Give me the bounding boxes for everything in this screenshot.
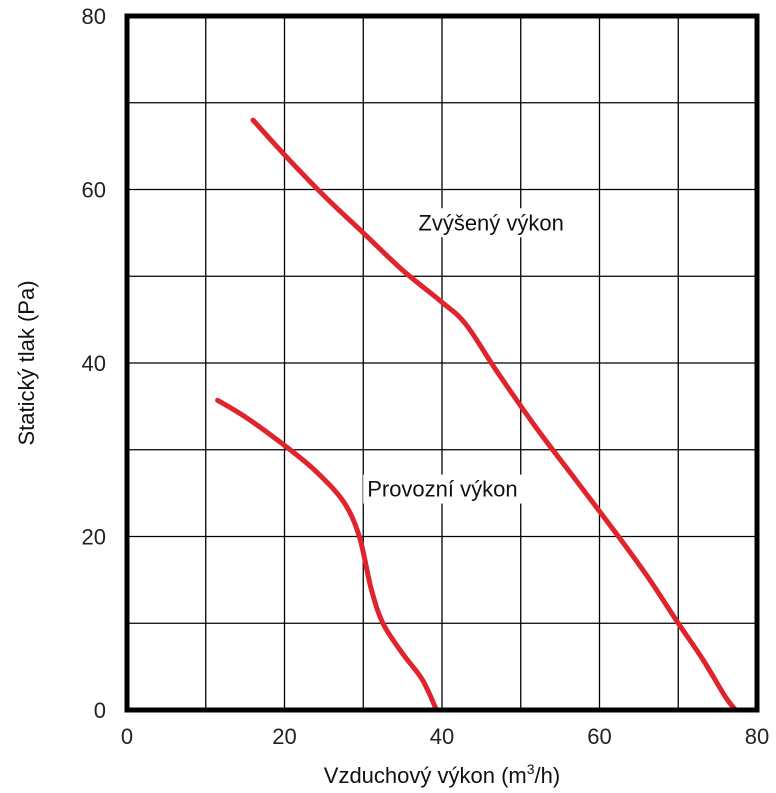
- y-tick-label: 40: [82, 351, 106, 376]
- y-tick-label: 20: [82, 525, 106, 550]
- curve-labels: Provozní výkon Zvýšený výkon: [363, 208, 568, 504]
- x-axis-title-prefix: Vzduchový výkon (m: [324, 763, 527, 788]
- y-axis-title: Statický tlak (Pa): [14, 280, 39, 445]
- x-axis-title-sup: 3: [527, 761, 535, 777]
- series-line-zvyseny: [250, 117, 739, 713]
- x-tick-label: 20: [272, 724, 296, 749]
- x-tick-label: 80: [745, 724, 769, 749]
- curve-label-zvyseny: Zvýšený výkon: [418, 210, 564, 235]
- grid: [127, 16, 757, 710]
- y-tick-label: 60: [82, 178, 106, 203]
- y-tick-label: 0: [94, 698, 106, 723]
- x-tick-label: 0: [121, 724, 133, 749]
- series-group: [215, 117, 739, 713]
- curve-label-background: [363, 474, 522, 504]
- curve-label-provozni: Provozní výkon: [367, 477, 517, 502]
- x-tick-labels: 0 20 40 60 80: [121, 724, 769, 749]
- series-line-provozni: [215, 397, 439, 713]
- plot-frame: [124, 13, 760, 713]
- x-axis-title: Vzduchový výkon (m3/h): [324, 761, 560, 788]
- x-tick-label: 60: [587, 724, 611, 749]
- y-tick-labels: 0 20 40 60 80: [82, 4, 106, 723]
- y-tick-label: 80: [82, 4, 106, 29]
- curve-label-background: [414, 208, 568, 238]
- x-tick-label: 40: [430, 724, 454, 749]
- x-axis-title-suffix: /h): [535, 763, 561, 788]
